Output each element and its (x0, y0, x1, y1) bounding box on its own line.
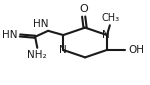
Text: N: N (102, 30, 110, 40)
Text: HN: HN (2, 30, 18, 40)
Text: HN: HN (33, 19, 49, 29)
Text: O: O (79, 4, 88, 14)
Text: OH: OH (129, 45, 145, 54)
Text: NH₂: NH₂ (27, 50, 47, 60)
Text: CH₃: CH₃ (102, 13, 120, 23)
Text: N: N (59, 45, 66, 55)
